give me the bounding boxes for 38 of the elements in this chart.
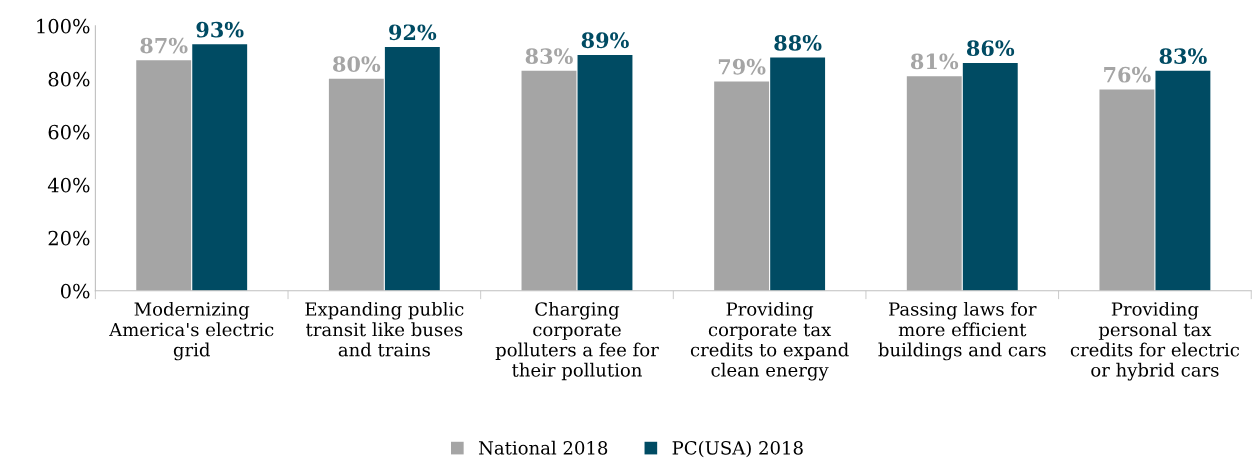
x-tick-label: Providing corporate tax credits to expand clean energy [690,301,849,381]
data-label: 83% [1159,48,1207,65]
data-label: 79% [718,58,766,75]
bar [577,54,633,291]
data-label: 76% [1104,66,1151,83]
bar [192,44,248,291]
bar [1099,89,1155,291]
y-tick-label: 100% [37,18,90,34]
bar [136,60,192,291]
bar [770,57,826,291]
data-label: 83% [525,48,573,65]
legend-label: PC(USA) 2018 [672,440,803,458]
legend-label: National 2018 [478,440,608,455]
bar [384,46,440,291]
data-label: 89% [581,32,629,49]
y-tick-label: 60% [48,124,90,140]
x-tick-label: Providing personal tax credits for electric or hybrid cars [1070,301,1240,381]
bar [906,76,962,291]
y-tick-label: 0% [60,283,90,299]
data-label: 81% [910,53,959,70]
data-label: 87% [140,37,188,54]
bar [962,62,1018,291]
bar [1155,70,1211,291]
y-tick-label: 40% [47,177,90,193]
x-tick-label: Expanding public transit like buses and trains [305,301,464,357]
bar [521,70,577,291]
bar [714,81,770,291]
y-tick-label: 20% [48,230,90,246]
data-label: 92% [389,24,437,41]
x-tick-label: Passing laws for more efficient buildings and cars [878,301,1046,361]
x-tick-label: Charging corporate polluters a fee for their pollution [495,301,659,381]
data-label: 80% [333,56,381,72]
data-label: 86% [966,40,1015,57]
data-label: 88% [774,35,822,51]
x-tick-label: Modernizing America's electric grid [109,301,274,361]
data-label: 93% [196,21,244,38]
bar [328,78,384,291]
y-tick-label: 80% [48,71,90,87]
